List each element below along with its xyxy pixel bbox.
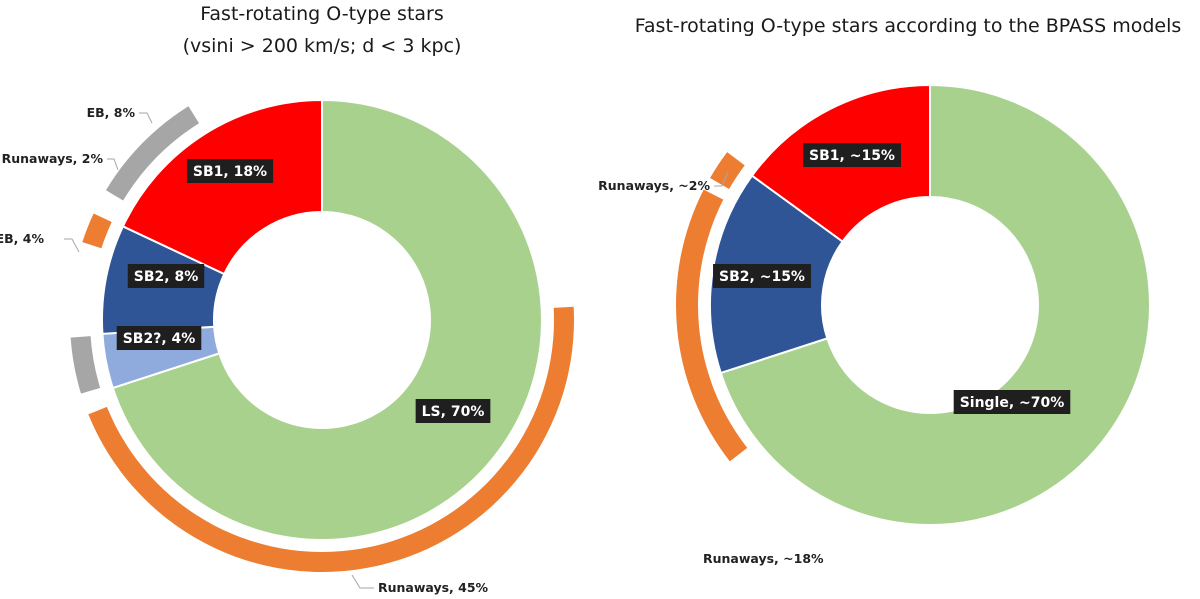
slice-label-sb2-8-box <box>127 264 205 288</box>
slice-label-ls-70: LS, 70% <box>415 399 491 423</box>
slice-label-sb1-18-text: SB1, 18% <box>193 164 267 180</box>
slice-label-sb2-8: SB2, 8% <box>127 264 205 288</box>
slice-label-sb1-18: SB1, 18% <box>186 159 274 183</box>
chart-title-line-2: (vsini > 200 km/s; d < 3 kpc) <box>183 35 462 57</box>
outer-label-runaways-2: Runaways, 2% <box>2 151 104 166</box>
outer-label-eb-8: EB, 8% <box>87 105 136 120</box>
leader-line-eb-8 <box>139 112 153 124</box>
slice-label-sb2-4-text: SB2?, 4% <box>123 331 196 347</box>
outer-label-eb-4: EB, 4% <box>0 231 44 246</box>
slice-label-single-70-box <box>953 390 1071 414</box>
slice-label-sb1-15-text: SB1, ~15% <box>809 148 895 164</box>
slice-label-sb2-15: SB2, ~15% <box>713 264 811 288</box>
slice-label-sb2-4: SB2?, 4% <box>116 326 202 350</box>
donut-chart-1: Fast-rotating O-type stars (vsini > 200 k… <box>0 3 574 595</box>
slice-label-sb2-15-box <box>713 264 811 288</box>
slice-ls-70 <box>111 98 543 541</box>
slice-label-sb2-8-text: SB2, 8% <box>134 269 198 285</box>
slice-single-70 <box>719 83 1151 526</box>
outer-arc-runaways-2 <box>710 152 745 189</box>
slice-label-sb1-15: SB1, ~15% <box>803 143 901 167</box>
slice-sb1-18 <box>121 98 323 276</box>
outer-arc-eb-8 <box>105 106 200 201</box>
donut-chart-2: Fast-rotating O-type stars according to … <box>598 15 1181 566</box>
outer-arc-eb-4 <box>70 336 101 394</box>
leader-line-runaways-2 <box>714 171 729 187</box>
leader-line-runaways-45 <box>351 574 374 589</box>
outer-arc-runaways-18 <box>675 189 748 462</box>
slice-label-single-70-text: Single, ~70% <box>960 395 1065 411</box>
leader-line-runaways-2 <box>107 158 119 171</box>
slice-label-sb1-18-box <box>186 159 274 183</box>
slice-label-single-70: Single, ~70% <box>953 390 1071 414</box>
slice-label-sb2-15-text: SB2, ~15% <box>719 269 805 285</box>
slice-label-ls-70-text: LS, 70% <box>422 404 485 420</box>
leader-line-eb-4 <box>64 238 80 253</box>
slice-label-sb1-15-box <box>803 143 901 167</box>
outer-label-runaways-45: Runaways, 45% <box>378 580 489 595</box>
outer-label-runaways-2: Runaways, ~2% <box>598 178 710 193</box>
outer-label-runaways-18: Runaways, ~18% <box>703 551 824 566</box>
outer-arc-runaways-2 <box>82 213 112 249</box>
chart-title-line-1: Fast-rotating O-type stars according to … <box>635 15 1182 37</box>
chart-title-line-1: Fast-rotating O-type stars <box>200 3 444 25</box>
slice-label-sb2-4-box <box>116 326 202 350</box>
slice-label-ls-70-box <box>415 399 491 423</box>
